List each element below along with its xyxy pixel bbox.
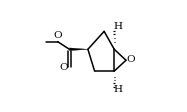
Text: O: O bbox=[53, 31, 62, 40]
Text: O: O bbox=[59, 63, 68, 72]
Text: O: O bbox=[126, 55, 135, 64]
Text: H: H bbox=[113, 85, 122, 94]
Polygon shape bbox=[69, 48, 88, 51]
Text: H: H bbox=[113, 22, 122, 31]
